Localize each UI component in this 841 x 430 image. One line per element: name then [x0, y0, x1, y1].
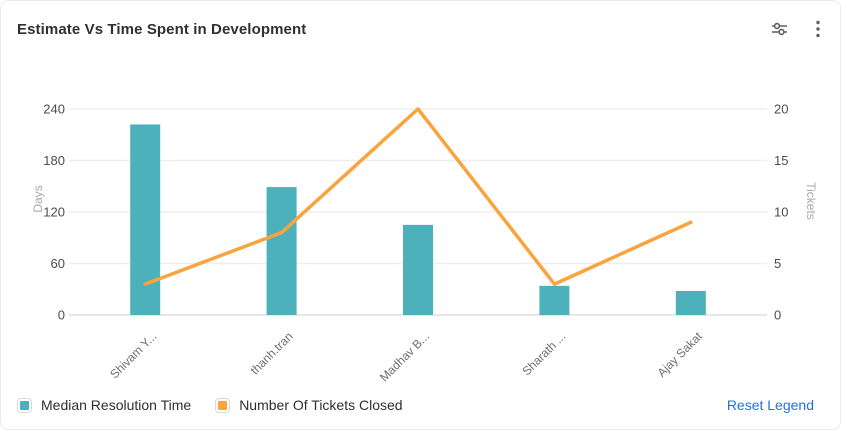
- left-axis-tick-label: 60: [51, 256, 65, 271]
- legend-label: Number Of Tickets Closed: [239, 397, 403, 413]
- bar-ajay-sakat[interactable]: [675, 290, 706, 315]
- chart-title: Estimate Vs Time Spent in Development: [17, 20, 307, 38]
- card-header: Estimate Vs Time Spent in Development: [1, 1, 840, 57]
- left-axis-tick-label: 0: [58, 308, 65, 323]
- left-axis-tick-label: 120: [43, 205, 65, 220]
- right-axis-title: Tickets: [804, 182, 818, 220]
- sliders-icon[interactable]: [769, 19, 790, 39]
- bar-thanh-tran[interactable]: [266, 187, 297, 315]
- chart-plot-area: 0 0 60 5 120 10 180 15 240 20 Days Tickets Shivam Y.…: [1, 59, 840, 391]
- x-axis-category-label: Madhav B...: [377, 329, 432, 384]
- left-axis-tick-label: 180: [43, 153, 65, 168]
- legend-items: Median Resolution Time Number Of Tickets…: [17, 397, 403, 413]
- legend-label: Median Resolution Time: [41, 397, 192, 413]
- bar-sharath[interactable]: [539, 285, 570, 315]
- line-number-of-tickets-closed[interactable]: [143, 107, 693, 286]
- legend-item-median-resolution-time[interactable]: Median Resolution Time: [17, 397, 191, 413]
- legend-swatch-bar: [17, 397, 32, 413]
- left-axis-tick-label: 240: [43, 102, 65, 117]
- legend-item-number-of-tickets-closed[interactable]: Number Of Tickets Closed: [215, 397, 403, 413]
- right-axis-tick-label: 5: [774, 256, 781, 271]
- reset-legend-button[interactable]: Reset Legend: [721, 396, 820, 414]
- legend-swatch-line: [215, 397, 231, 413]
- right-axis-tick-label: 20: [774, 102, 788, 117]
- right-axis-tick-label: 10: [774, 205, 788, 220]
- combo-chart: 0 0 60 5 120 10 180 15 240 20 Days Tickets Shivam Y.…: [31, 102, 818, 385]
- x-axis-category-label: Sharath ...: [519, 329, 568, 378]
- header-actions: [769, 18, 822, 40]
- left-axis-title: Days: [31, 185, 45, 212]
- right-axis-tick-label: 0: [774, 308, 781, 323]
- right-axis-tick-label: 15: [774, 153, 788, 168]
- bar-shivam-y[interactable]: [130, 124, 161, 315]
- kebab-menu-icon[interactable]: [814, 18, 822, 40]
- legend-row: Median Resolution Time Number Of Tickets…: [1, 387, 840, 429]
- bar-madhav-b[interactable]: [403, 224, 433, 315]
- x-axis-category-label: Ajay Sakat: [654, 329, 705, 380]
- x-axis-category-label: thanh.tran: [248, 329, 296, 377]
- x-axis-category-label: Shivam Y...: [107, 329, 159, 381]
